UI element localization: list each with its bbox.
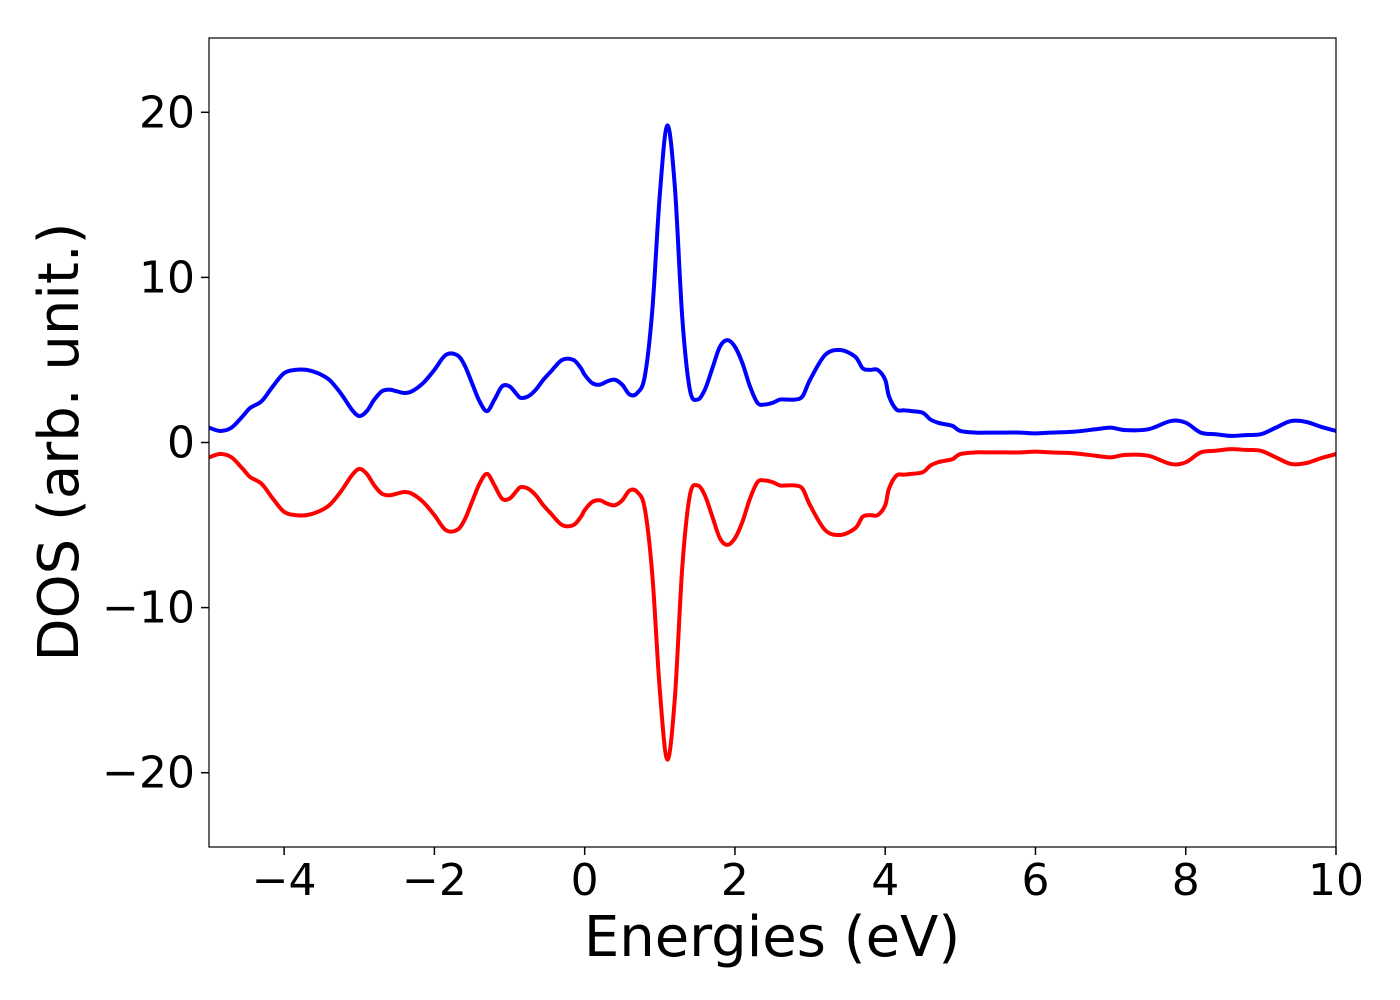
y-tick-label: −10 — [102, 583, 195, 634]
x-axis: −4 −2 0 2 4 6 8 10 — [252, 847, 1364, 906]
plot-area — [209, 38, 1336, 847]
y-tick-label: 10 — [139, 252, 195, 303]
y-axis-label: DOS (arb. unit.) — [27, 222, 92, 661]
series-line-1 — [209, 123, 1336, 438]
series-layer — [209, 123, 1336, 762]
x-tick-label: −2 — [402, 855, 467, 906]
y-tick-label: 20 — [139, 87, 195, 138]
y-axis: 20 10 0 −10 −20 — [102, 87, 209, 799]
x-tick-label: −4 — [252, 855, 317, 906]
x-tick-label: 8 — [1172, 855, 1200, 906]
x-tick-label: 0 — [571, 855, 599, 906]
x-tick-label: 4 — [871, 855, 899, 906]
y-tick-label: −20 — [102, 748, 195, 799]
x-tick-label: 2 — [721, 855, 749, 906]
y-tick-label: 0 — [167, 418, 195, 469]
x-axis-label: Energies (eV) — [584, 905, 960, 970]
x-tick-label: 6 — [1021, 855, 1049, 906]
x-tick-label: 10 — [1308, 855, 1364, 906]
series-line-2 — [209, 447, 1336, 762]
